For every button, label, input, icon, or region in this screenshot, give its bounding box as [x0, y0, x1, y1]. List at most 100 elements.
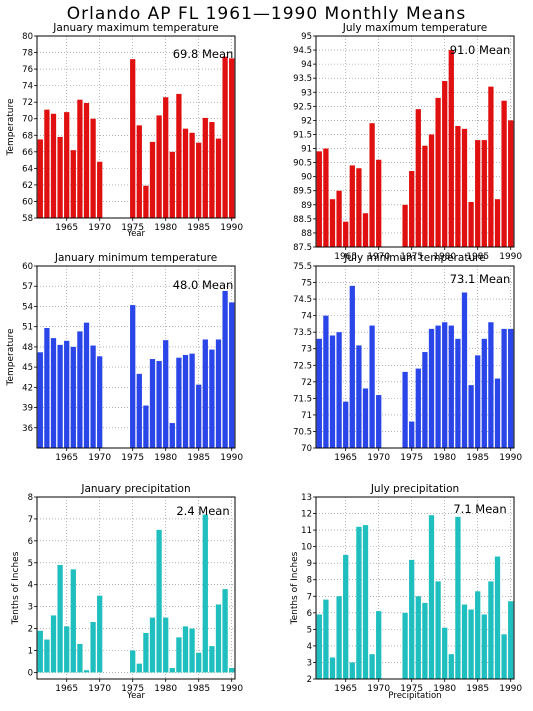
y-tick-label: 94 — [301, 60, 312, 70]
chart-panel-3: January minimum temperature 36 39 42 45 48 51 5… — [6, 252, 243, 463]
y-tick-label: 70 — [22, 115, 33, 125]
bar — [475, 355, 481, 448]
bar — [435, 581, 441, 679]
x-tick-label: 1980 — [433, 252, 456, 262]
y-tick-label: 9 — [307, 559, 312, 569]
y-tick-label: 94.5 — [293, 46, 312, 56]
bar — [57, 136, 63, 218]
x-tick-label: 1990 — [220, 453, 243, 463]
bar — [323, 599, 329, 679]
bar — [369, 325, 375, 448]
bar — [229, 668, 235, 673]
x-tick-label: 1965 — [55, 684, 78, 694]
y-tick-label: 75 — [301, 279, 312, 289]
y-tick-label: 89 — [301, 201, 312, 211]
bar — [402, 204, 408, 247]
mean-label: 69.8 Mean — [173, 47, 234, 61]
bar — [196, 142, 202, 218]
bar — [143, 632, 149, 673]
y-tick-label: 88 — [301, 229, 312, 239]
bar — [77, 331, 83, 448]
bar — [468, 201, 474, 247]
bar — [44, 328, 50, 448]
bar — [209, 349, 215, 448]
bar — [215, 138, 222, 218]
bar — [202, 117, 208, 218]
bar — [189, 628, 195, 673]
y-tick-label: 62 — [22, 181, 33, 191]
y-tick-label: 93.5 — [293, 74, 312, 84]
y-tick-label: 39 — [22, 404, 33, 414]
bar — [356, 168, 362, 247]
x-tick-label: 1975 — [121, 223, 144, 233]
plot-frame — [315, 496, 515, 680]
bar — [130, 650, 136, 673]
chart-title: July precipitation — [370, 483, 459, 495]
bar — [481, 140, 487, 247]
y-axis-label: Temperature — [6, 328, 16, 386]
x-tick-label: 1970 — [88, 684, 111, 694]
bar — [422, 145, 428, 247]
bar — [501, 100, 507, 247]
y-tick-label: 8 — [28, 493, 33, 503]
bar — [448, 50, 454, 247]
bar — [376, 611, 382, 679]
y-tick-label: 76 — [22, 65, 33, 75]
bar — [409, 171, 415, 247]
y-tick-label: 72 — [22, 98, 33, 108]
bar — [70, 346, 76, 448]
y-tick-label: 1 — [28, 646, 33, 656]
bar — [316, 151, 322, 247]
bar — [176, 357, 182, 448]
bar — [402, 612, 408, 679]
bar — [215, 604, 222, 673]
x-tick-label: 1965 — [334, 453, 357, 463]
x-tick-label: 1990 — [220, 223, 243, 233]
y-tick-label: 73 — [301, 345, 312, 355]
bar — [343, 401, 349, 448]
bar — [508, 120, 514, 247]
y-tick-label: 70 — [301, 444, 312, 454]
bar — [442, 81, 448, 247]
bar — [343, 554, 349, 679]
bar — [323, 148, 329, 247]
x-tick-label: 1970 — [367, 684, 390, 694]
bar — [169, 668, 175, 673]
bar — [222, 589, 228, 673]
bar — [44, 639, 50, 673]
chart-title: January minimum temperature — [54, 252, 217, 264]
bar — [77, 99, 83, 218]
bar — [508, 601, 514, 679]
x-axis-label: Precipitation — [388, 691, 441, 701]
bar — [182, 128, 189, 218]
y-tick-label: 72.5 — [293, 361, 312, 371]
bar — [461, 128, 468, 247]
chart-title: January precipitation — [80, 483, 190, 495]
y-tick-label: 13 — [301, 493, 312, 503]
y-tick-label: 3 — [28, 603, 33, 613]
plot-frame — [36, 265, 236, 449]
bar — [215, 339, 222, 448]
y-tick-label: 88.5 — [293, 215, 312, 225]
y-tick-label: 74.5 — [293, 295, 312, 305]
bar — [323, 315, 329, 448]
bar — [329, 657, 336, 679]
bar — [136, 125, 142, 218]
bar — [163, 617, 169, 673]
bar — [428, 134, 435, 247]
bar — [501, 634, 507, 679]
bar — [362, 525, 369, 679]
bar — [349, 285, 355, 448]
y-tick-label: 74 — [301, 312, 312, 322]
bar — [97, 356, 103, 448]
bar — [362, 388, 369, 448]
y-tick-label: 74 — [22, 82, 33, 92]
chart-panel-1: January maximum temperature 58 60 62 64 66 68 7… — [6, 22, 243, 239]
bar — [202, 514, 208, 673]
mean-label: 2.4 Mean — [176, 504, 229, 518]
x-tick-label: 1985 — [466, 252, 489, 262]
y-tick-label: 90 — [301, 173, 312, 183]
y-tick-label: 73.5 — [293, 328, 312, 338]
bar — [77, 643, 83, 673]
